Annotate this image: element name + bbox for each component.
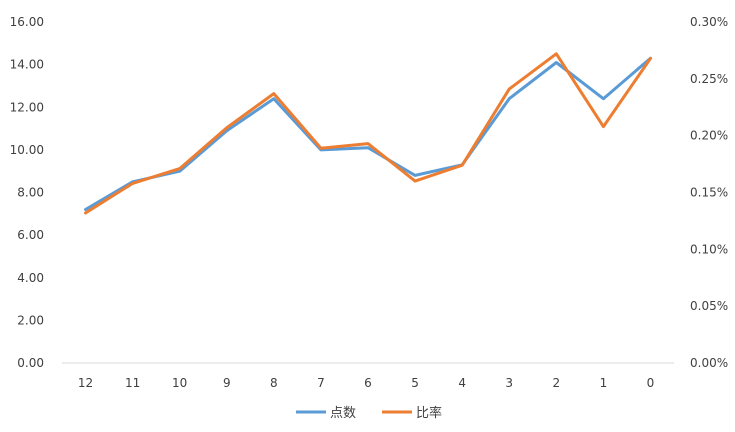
- series-lines: [84, 52, 652, 215]
- left-tick-label: 0.00: [17, 356, 44, 370]
- left-tick-label: 8.00: [17, 186, 44, 200]
- left-tick-label: 10.00: [10, 143, 44, 157]
- series-line-ratio: [84, 52, 652, 215]
- right-tick-label: 0.10%: [690, 242, 728, 256]
- x-tick-label: 7: [317, 376, 325, 390]
- x-tick-label: 2: [552, 376, 560, 390]
- x-tick-label: 11: [125, 376, 140, 390]
- left-tick-label: 2.00: [17, 313, 44, 327]
- left-axis-ticks: 0.00 2.00 4.00 6.00 8.00 10.00 12.00 14.00 16.00: [10, 15, 44, 370]
- legend-label: 比率: [416, 405, 442, 421]
- left-tick-label: 12.00: [10, 100, 44, 114]
- x-tick-label: 5: [411, 376, 419, 390]
- left-tick-label: 16.00: [10, 15, 44, 29]
- x-tick-label: 12: [78, 376, 93, 390]
- x-tick-label: 10: [172, 376, 187, 390]
- x-tick-label: 3: [505, 376, 513, 390]
- x-tick-label: 9: [223, 376, 231, 390]
- x-axis-ticks: 12 11 10 9 8 7 6 5 4 3 2 1 0: [78, 376, 654, 390]
- right-tick-label: 0.15%: [690, 186, 728, 200]
- left-tick-label: 6.00: [17, 228, 44, 242]
- right-tick-label: 0.30%: [690, 15, 728, 29]
- legend: 点数 比率: [296, 405, 442, 421]
- x-tick-label: 1: [600, 376, 608, 390]
- x-tick-label: 4: [458, 376, 466, 390]
- right-tick-label: 0.00%: [690, 356, 728, 370]
- right-tick-label: 0.25%: [690, 72, 728, 86]
- right-tick-label: 0.05%: [690, 299, 728, 313]
- x-tick-label: 0: [647, 376, 655, 390]
- left-tick-label: 14.00: [10, 58, 44, 72]
- legend-label: 点数: [330, 406, 356, 421]
- right-axis-ticks: 0.00% 0.05% 0.10% 0.15% 0.20% 0.25% 0.30%: [690, 15, 728, 370]
- right-tick-label: 0.20%: [690, 129, 728, 143]
- left-tick-label: 4.00: [17, 271, 44, 285]
- x-tick-label: 6: [364, 376, 372, 390]
- series-line-points: [84, 56, 652, 211]
- x-tick-label: 8: [270, 376, 278, 390]
